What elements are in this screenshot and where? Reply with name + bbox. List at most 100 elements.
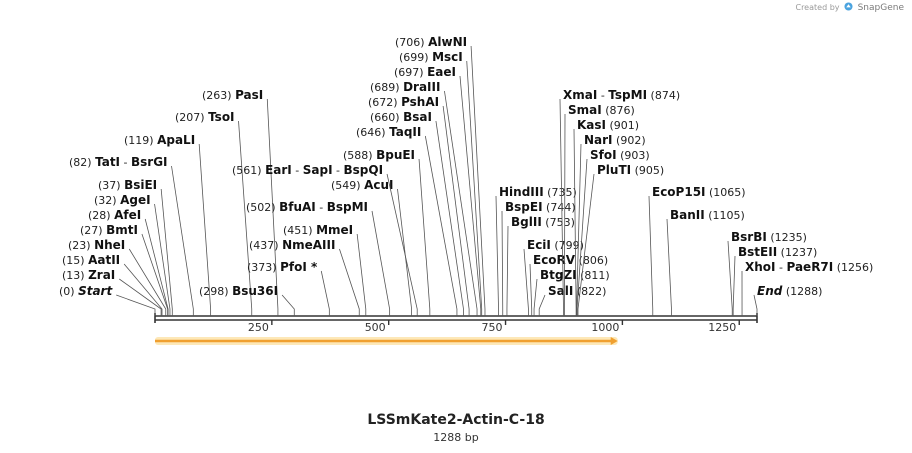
- site-label-sali[interactable]: SalI (822): [538, 284, 606, 316]
- enzyme-name: EciI: [527, 238, 551, 252]
- site-leader-line: [386, 173, 418, 316]
- site-label-bmti[interactable]: (27) BmtI: [80, 223, 169, 316]
- cut-position: (901): [606, 119, 639, 132]
- site-label-start[interactable]: (0) Start: [59, 284, 156, 316]
- cut-position: (451): [283, 224, 316, 237]
- enzyme-name: BanII: [670, 208, 705, 222]
- site-label-bpuei[interactable]: (588) BpuEI: [343, 148, 431, 316]
- site-leader-line: [727, 240, 733, 316]
- site-label-tati[interactable]: (82) TatI - BsrGI: [69, 155, 194, 316]
- site-label-end[interactable]: End (1288): [753, 284, 822, 316]
- site-label-pfoi[interactable]: (373) PfoI *: [247, 260, 330, 316]
- site-label-taqii[interactable]: (646) TaqII: [356, 125, 458, 316]
- cut-position: (735): [544, 186, 577, 199]
- site-label-ecop15i[interactable]: EcoP15I (1065): [648, 185, 746, 316]
- site-label-aatii[interactable]: (15) AatII: [62, 253, 163, 316]
- site-label-xhoi[interactable]: XhoI - PaeR7I (1256): [741, 260, 873, 316]
- site-leader-line: [371, 210, 391, 316]
- site-label-msci[interactable]: (699) MscI: [399, 50, 483, 316]
- site-label-zrai[interactable]: (13) ZraI: [62, 268, 162, 316]
- site-label-bglii[interactable]: BglII (753): [506, 215, 575, 316]
- site-label-eaei[interactable]: (697) EaeI: [394, 65, 482, 316]
- cut-position: (689): [370, 81, 403, 94]
- site-label-text: BstEII (1237): [738, 245, 817, 259]
- site-label-alwni[interactable]: (706) AlwNI: [395, 35, 486, 316]
- cut-position: (549): [331, 179, 364, 192]
- site-label-xmai[interactable]: XmaI - TspMI (874): [559, 88, 680, 316]
- site-label-pluti[interactable]: PluTI (905): [577, 163, 664, 316]
- site-label-nhei[interactable]: (23) NheI: [68, 238, 167, 316]
- site-leader-line: [424, 135, 458, 316]
- site-leader-line: [732, 255, 736, 316]
- site-label-pshai[interactable]: (672) PshAI: [368, 95, 470, 316]
- enzyme-name: Bsu36I: [232, 284, 278, 298]
- site-label-bsrbi[interactable]: BsrBI (1235): [727, 230, 807, 316]
- site-label-apali[interactable]: (119) ApaLI: [124, 133, 212, 316]
- site-label-draiii[interactable]: (689) DraIII: [370, 80, 478, 316]
- site-label-acui[interactable]: (549) AcuI: [331, 178, 412, 316]
- site-label-text: (706) AlwNI: [395, 35, 467, 49]
- site-label-hindiii[interactable]: HindIII (735): [495, 185, 577, 316]
- enzyme-name: BsaI: [403, 110, 432, 124]
- enzyme-name: MmeI: [316, 223, 353, 237]
- site-label-btgzi[interactable]: BtgZI (811): [533, 268, 610, 316]
- site-label-text: (689) DraIII: [370, 80, 440, 94]
- cut-position: (373): [247, 261, 280, 274]
- site-leader-line: [128, 248, 167, 316]
- site-label-pasi[interactable]: (263) PasI: [202, 88, 279, 316]
- site-label-bsu36i[interactable]: (298) Bsu36I: [199, 284, 295, 316]
- cut-position: (1288): [782, 285, 822, 298]
- site-label-kasi[interactable]: KasI (901): [573, 118, 639, 316]
- cut-position: (37): [98, 179, 124, 192]
- enzyme-name: AgeI: [120, 193, 150, 207]
- site-label-agei[interactable]: (32) AgeI: [94, 193, 171, 316]
- site-label-smai[interactable]: SmaI (876): [564, 103, 635, 316]
- cut-position: (876): [602, 104, 635, 117]
- site-label-text: (549) AcuI: [331, 178, 394, 192]
- site-label-text: (28) AfeI: [88, 208, 141, 222]
- cut-position: (1105): [705, 209, 745, 222]
- site-leader-line: [573, 128, 577, 316]
- cut-position: (561): [232, 164, 265, 177]
- site-label-bsteii[interactable]: BstEII (1237): [732, 245, 817, 316]
- cut-position: (646): [356, 126, 389, 139]
- site-label-text: (32) AgeI: [94, 193, 151, 207]
- site-label-nmeaiii[interactable]: (437) NmeAIII: [249, 238, 360, 316]
- site-label-text: (672) PshAI: [368, 95, 439, 109]
- site-leader-line: [160, 188, 173, 316]
- site-label-text: BspEI (744): [505, 200, 576, 214]
- site-label-bfuai[interactable]: (502) BfuAI - BspMI: [246, 200, 391, 316]
- site-label-eari[interactable]: (561) EarI - SapI - BspQI: [232, 163, 418, 316]
- site-label-text: (207) TsoI: [175, 110, 235, 124]
- enzyme-name: PluTI: [597, 163, 631, 177]
- site-leader-line: [501, 210, 504, 316]
- site-label-mmei[interactable]: (451) MmeI: [283, 223, 367, 316]
- site-leader-line: [753, 294, 758, 316]
- site-label-nari[interactable]: NarI (902): [576, 133, 646, 316]
- site-label-text: (373) PfoI *: [247, 260, 318, 274]
- cut-position: (753): [542, 216, 575, 229]
- enzyme-separator: -: [776, 261, 787, 274]
- enzyme-separator: -: [316, 201, 327, 214]
- cut-position: (15): [62, 254, 88, 267]
- axis-tick-label: 1000: [591, 321, 619, 334]
- site-leader-line: [320, 270, 330, 316]
- enzyme-name: NarI: [584, 133, 613, 147]
- site-label-sfoi[interactable]: SfoI (903): [576, 148, 650, 316]
- site-label-text: BtgZI (811): [540, 268, 610, 282]
- enzyme-name: BspMI: [327, 200, 368, 214]
- enzyme-name: PasI: [235, 88, 263, 102]
- site-label-text: (451) MmeI: [283, 223, 353, 237]
- site-label-banii[interactable]: BanII (1105): [666, 208, 745, 316]
- enzyme-name: TatI: [95, 155, 120, 169]
- site-label-bsai[interactable]: (660) BsaI: [370, 110, 464, 316]
- site-label-afei[interactable]: (28) AfeI: [88, 208, 169, 316]
- enzyme-name: SapI: [303, 163, 333, 177]
- cut-position: (0): [59, 285, 78, 298]
- site-label-bspei[interactable]: BspEI (744): [501, 200, 576, 316]
- site-label-text: BglII (753): [511, 215, 575, 229]
- site-label-tsoi[interactable]: (207) TsoI: [175, 110, 253, 316]
- site-label-bsiei[interactable]: (37) BsiEI: [98, 178, 173, 316]
- enzyme-name: BtgZI: [540, 268, 577, 282]
